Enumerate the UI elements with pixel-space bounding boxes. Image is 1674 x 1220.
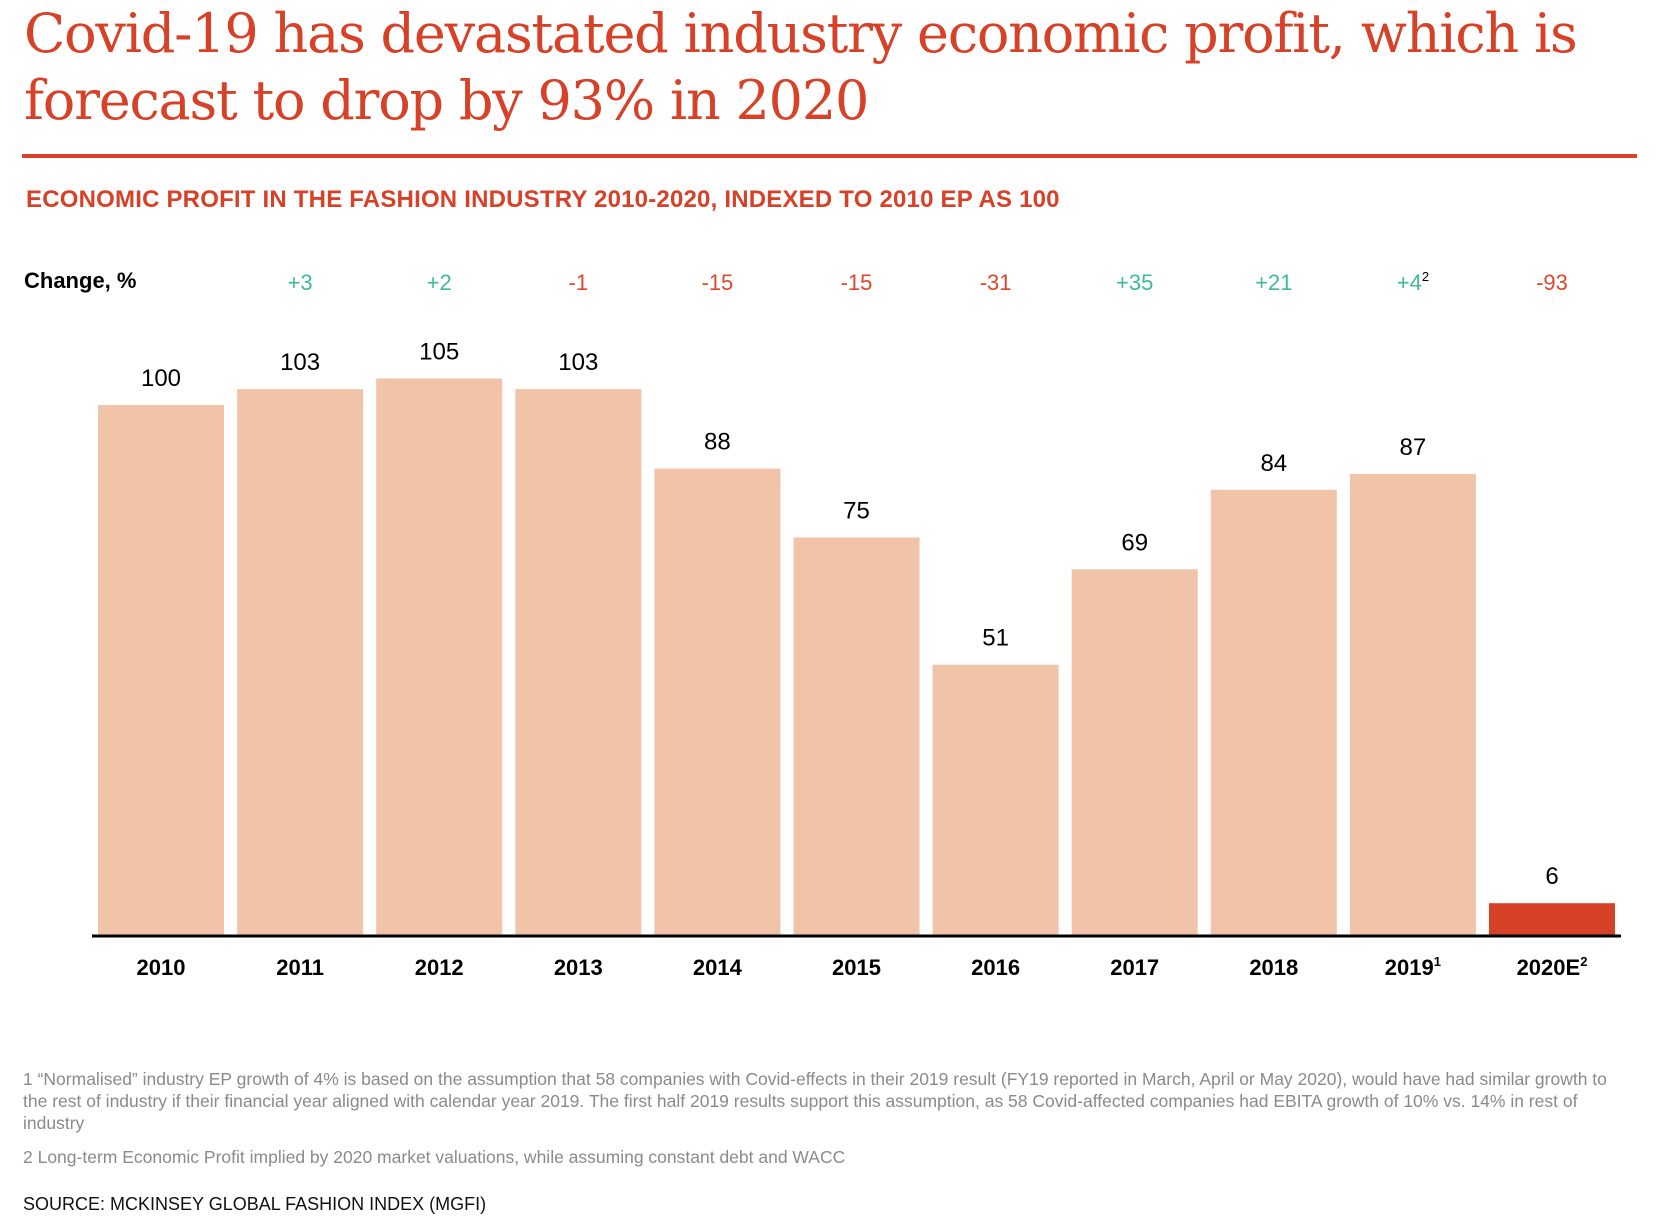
x-tick-label-2012: 2012 [415, 955, 464, 980]
footnote-1: 1 “Normalised” industry EP growth of 4% … [23, 1069, 1607, 1133]
footnote-marker: 1 [1434, 954, 1441, 969]
change-row-label: Change, % [24, 268, 137, 293]
x-tick-label-2011: 2011 [276, 955, 324, 980]
value-label-2020e: 6 [1545, 863, 1558, 890]
chart-title: Covid-19 has devastated industry economi… [24, 2, 1578, 132]
chart-subtitle: ECONOMIC PROFIT IN THE FASHION INDUSTRY … [26, 186, 1060, 213]
x-tick-label-2013: 2013 [554, 955, 603, 980]
change-value-2019: +42 [1397, 269, 1429, 295]
bar-2015 [793, 537, 920, 935]
change-value-2016: -31 [980, 270, 1012, 295]
bar-2020e [1489, 903, 1615, 935]
value-label-2016: 51 [982, 625, 1009, 652]
bar-2018 [1210, 489, 1337, 935]
bar-2017 [1071, 569, 1198, 935]
bar-2012 [376, 378, 503, 935]
value-label-2012: 105 [419, 339, 459, 366]
change-value-2011: +3 [288, 270, 313, 295]
footnotes: 1 “Normalised” industry EP growth of 4% … [23, 1068, 1623, 1180]
source-note: SOURCE: MCKINSEY GLOBAL FASHION INDEX (M… [23, 1194, 487, 1214]
bar-2014 [654, 468, 781, 935]
value-label-2010: 100 [141, 365, 181, 392]
title-divider [22, 154, 1637, 158]
change-value-2012: +2 [427, 270, 452, 295]
value-label-2018: 84 [1260, 450, 1287, 477]
x-tick-label-2015: 2015 [832, 955, 881, 980]
x-tick-label-2017: 2017 [1110, 955, 1159, 980]
bar-2016 [932, 664, 1059, 935]
x-tick-label-2020e: 2020E2 [1517, 954, 1588, 980]
change-value-2018: +21 [1255, 270, 1292, 295]
footnote-2: 2 Long-term Economic Profit implied by 2… [23, 1147, 846, 1167]
x-tick-label-2010: 2010 [137, 955, 186, 980]
bar-2011 [237, 389, 364, 936]
footnote-marker: 2 [1580, 954, 1587, 969]
change-row: +3 +2 -1 -15 -15 -31 +35 +21 +42 -93 [288, 269, 1568, 295]
value-label-2014: 88 [704, 429, 731, 456]
change-value-2020e: -93 [1536, 270, 1568, 295]
x-tick-label-2019: 20191 [1385, 954, 1441, 980]
change-value-2017: +35 [1116, 270, 1153, 295]
value-label-2017: 69 [1121, 529, 1148, 556]
bar-2019 [1349, 473, 1476, 935]
value-label-2013: 103 [558, 349, 598, 376]
bar-chart: +3 +2 -1 -15 -15 -31 +35 +21 +42 -93 100 103 105 103… [92, 269, 1621, 980]
value-label-2011: 103 [280, 349, 320, 376]
x-tick-label-2016: 2016 [971, 955, 1020, 980]
bar-2013 [515, 389, 642, 936]
value-labels: 100 103 105 103 88 75 51 69 84 87 6 [141, 339, 1559, 891]
footnote-marker: 2 [1422, 269, 1429, 284]
value-label-2019: 87 [1400, 434, 1427, 461]
change-value-2015: -15 [841, 270, 873, 295]
change-value-2014: -15 [702, 270, 734, 295]
bar-2010 [98, 405, 224, 935]
change-value-2013: -1 [569, 270, 589, 295]
x-tick-label-2014: 2014 [693, 955, 743, 980]
value-label-2015: 75 [843, 498, 870, 525]
bars [98, 378, 1615, 936]
x-tick-label-2018: 2018 [1249, 955, 1298, 980]
x-axis-labels: 2010 2011 2012 2013 2014 2015 2016 2017 2018 2019… [137, 954, 1588, 980]
